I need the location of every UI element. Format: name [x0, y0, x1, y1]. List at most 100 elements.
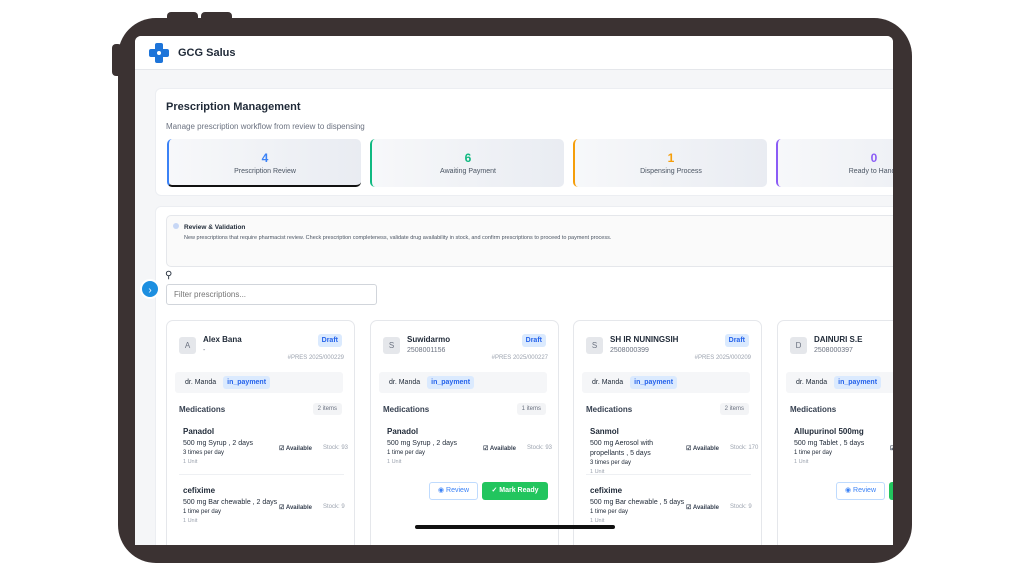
- medications-heading: Medications: [790, 405, 837, 414]
- availability-label: Available: [285, 505, 312, 511]
- prescription-card[interactable]: A Alex Bana - Draft #PRES 2025/000229 dr…: [166, 320, 355, 545]
- medications-heading: Medications: [179, 405, 226, 414]
- med-name: Panadol: [387, 427, 419, 436]
- medication-item: cefixime 500 mg Bar chewable , 2 days 1 …: [183, 486, 345, 524]
- eye-icon: ◉: [437, 487, 445, 494]
- avatar: A: [179, 337, 196, 354]
- med-frequency: 3 times per day: [590, 460, 632, 466]
- availability: ☑ Available: [483, 445, 516, 452]
- stat-value: 4: [261, 151, 269, 165]
- divider: [586, 474, 751, 475]
- med-unit: 1 Unit: [590, 518, 605, 524]
- patient-mrn: 2508000397: [814, 347, 853, 354]
- stage-badge: in_payment: [630, 376, 678, 389]
- med-dose: 500 mg Bar chewable , 5 days: [590, 499, 685, 506]
- prescription-number: #PRES 2025/000209: [694, 355, 751, 361]
- eye-icon: ◉: [844, 487, 852, 494]
- patient-mrn: -: [203, 347, 206, 354]
- med-unit: 1 Unit: [183, 459, 198, 465]
- stat-label: Awaiting Payment: [440, 168, 496, 175]
- page-title: Prescription Management: [166, 101, 301, 113]
- prescription-card[interactable]: D DAINURI S.E 2508000397 Draft #PRES 202…: [777, 320, 893, 545]
- availability-label: Available: [692, 505, 719, 511]
- review-label: Review: [446, 487, 469, 494]
- med-name: Panadol: [183, 427, 215, 436]
- mark-ready-label: Mark Ready: [499, 487, 539, 494]
- app-name: GCG Salus: [178, 46, 236, 59]
- check-circle-icon: ☑: [686, 505, 692, 511]
- tablet-button: [112, 44, 122, 76]
- medication-item: Allupurinol 500mg 500 mg Tablet , 5 days…: [794, 427, 893, 465]
- check-circle-icon: ☑: [279, 505, 285, 511]
- med-frequency: 1 time per day: [387, 450, 426, 456]
- med-dose: 500 mg Syrup , 2 days: [387, 440, 458, 447]
- avatar: S: [383, 337, 400, 354]
- stage-badge: in_payment: [427, 376, 475, 389]
- doctor-row: dr. Manda in_payment: [379, 372, 547, 393]
- medication-item: Sanmol 500 mg Aerosol with propellants ,…: [590, 427, 758, 475]
- sidebar-toggle-button[interactable]: ›: [140, 279, 160, 299]
- review-button[interactable]: ◉ Review: [836, 482, 885, 500]
- med-frequency: 1 time per day: [183, 509, 222, 515]
- mark-ready-button[interactable]: ✓ Mark Ready: [889, 482, 893, 500]
- stat-tab-2[interactable]: 1 Dispensing Process: [573, 139, 767, 187]
- med-name: Allupurinol 500mg: [794, 427, 864, 436]
- availability-label: Available: [285, 446, 312, 452]
- stat-tab-3[interactable]: 0 Ready to Hando: [776, 139, 893, 187]
- check-icon: ✓: [491, 487, 498, 494]
- med-frequency: 1 time per day: [794, 450, 833, 456]
- patient-name: DAINURI S.E: [814, 335, 863, 344]
- med-dose: 500 mg Tablet , 5 days: [794, 440, 865, 447]
- divider: [179, 474, 344, 475]
- status-badge: Draft: [521, 334, 546, 347]
- stat-label: Dispensing Process: [640, 168, 702, 175]
- status-badge: Draft: [724, 334, 749, 347]
- prescription-card[interactable]: S SH IR NUNINGSIH 2508000399 Draft #PRES…: [573, 320, 762, 545]
- mark-ready-button[interactable]: ✓ Mark Ready: [482, 482, 548, 500]
- tablet-button: [167, 12, 198, 22]
- med-name: cefixime: [590, 486, 623, 495]
- stage-badge: in_payment: [223, 376, 271, 389]
- logo-icon: [149, 42, 169, 63]
- doctor-row: dr. Manda in_payment: [786, 372, 893, 393]
- check-circle-icon: ☑: [483, 446, 489, 452]
- home-indicator: [415, 525, 615, 529]
- doctor-name: dr. Manda: [185, 379, 217, 386]
- doctor-name: dr. Manda: [796, 379, 828, 386]
- doctor-name: dr. Manda: [389, 379, 421, 386]
- medications-heading: Medications: [383, 405, 430, 414]
- stat-tab-0[interactable]: 4 Prescription Review: [167, 139, 361, 187]
- item-count: 1 items: [516, 403, 546, 415]
- search-icon: ⚲: [165, 270, 173, 281]
- prescription-card[interactable]: S Suwidarmo 2508001156 Draft #PRES 2025/…: [370, 320, 559, 545]
- patient-name: SH IR NUNINGSIH: [610, 335, 679, 344]
- stat-tab-1[interactable]: 6 Awaiting Payment: [370, 139, 564, 187]
- availability: ☑ Available: [279, 504, 312, 511]
- medication-item: cefixime 500 mg Bar chewable , 5 days 1 …: [590, 486, 752, 524]
- med-frequency: 3 times per day: [183, 450, 225, 456]
- stat-label: Prescription Review: [234, 168, 296, 175]
- stage-badge: in_payment: [834, 376, 882, 389]
- chevron-right-icon: ›: [148, 285, 152, 296]
- app-header: GCG Salus: [135, 36, 893, 70]
- med-name: Sanmol: [590, 427, 619, 436]
- med-dose: 500 mg Bar chewable , 2 days: [183, 499, 278, 506]
- availability: ☑ Available: [890, 445, 893, 452]
- prescription-number: #PRES 2025/000229: [287, 355, 344, 361]
- filter-input[interactable]: [166, 284, 377, 305]
- stock: Stock: 9: [323, 504, 345, 510]
- patient-mrn: 2508001156: [407, 347, 446, 354]
- info-icon: [173, 223, 179, 229]
- med-dose: 500 mg Aerosol with propellants , 5 days: [590, 440, 654, 457]
- med-unit: 1 Unit: [590, 469, 605, 475]
- med-name: cefixime: [183, 486, 216, 495]
- summary-panel: Prescription Management Manage prescript…: [155, 88, 893, 196]
- stock: Stock: 9: [730, 504, 752, 510]
- review-button[interactable]: ◉ Review: [429, 482, 478, 500]
- check-circle-icon: ☑: [279, 446, 285, 452]
- med-frequency: 1 time per day: [590, 509, 629, 515]
- medication-item: Panadol 500 mg Syrup , 2 days 3 times pe…: [183, 427, 348, 465]
- med-dose: 500 mg Syrup , 2 days: [183, 440, 254, 447]
- item-count: 2 items: [312, 403, 342, 415]
- screen: GCG Salus Prescription Management Manage…: [135, 36, 893, 545]
